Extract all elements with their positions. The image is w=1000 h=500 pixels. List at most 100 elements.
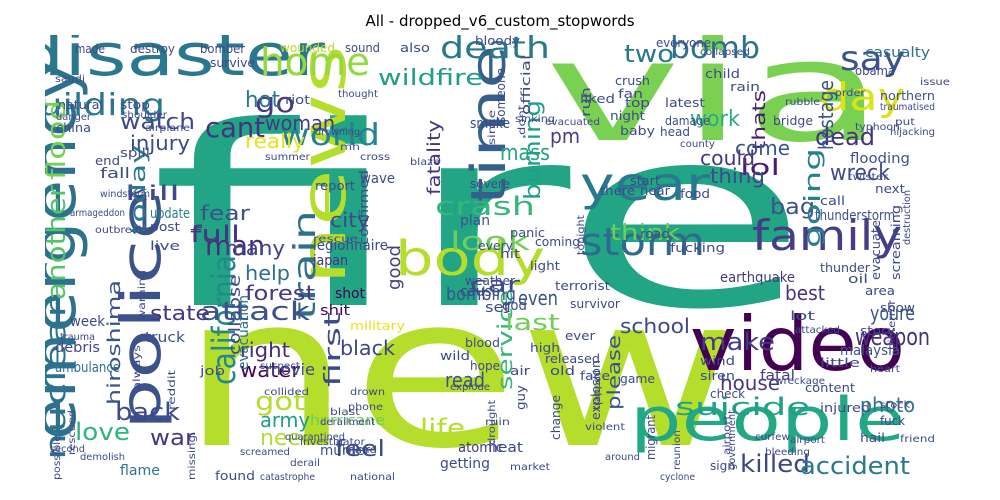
word-fatal: fatal bbox=[760, 368, 795, 384]
word-watch: watch bbox=[120, 110, 195, 135]
word-typhoon: typhoon bbox=[855, 122, 900, 133]
word-order: order bbox=[835, 88, 866, 99]
word-hope: hope bbox=[470, 359, 500, 373]
word-full: full bbox=[190, 223, 240, 247]
word-plan: plan bbox=[460, 213, 490, 229]
word-flame: flame bbox=[120, 463, 160, 479]
word-thunderstorm: thunderstorm bbox=[815, 208, 895, 224]
word-weapon: weapon bbox=[855, 323, 930, 351]
word-bomb: bomb bbox=[670, 35, 760, 66]
word-movie: movie bbox=[265, 360, 315, 379]
word-love: love bbox=[75, 418, 130, 446]
word-service: service bbox=[493, 290, 517, 390]
word-truck: truck bbox=[145, 330, 186, 346]
word-evacuation: evacuation bbox=[236, 295, 252, 370]
word-since: since bbox=[487, 110, 498, 145]
word-collapse: collapse bbox=[225, 275, 244, 355]
word-explosion: explosion bbox=[589, 360, 603, 420]
word-outbreak: outbreak bbox=[95, 225, 145, 236]
word-stock: stock bbox=[880, 400, 910, 411]
word-always: always bbox=[132, 345, 143, 390]
word-light: light bbox=[530, 259, 560, 273]
word-island: island bbox=[342, 445, 377, 456]
word-nuclear: nuclear bbox=[45, 299, 72, 460]
word-world: world bbox=[280, 118, 380, 153]
word-youre: youre bbox=[870, 301, 915, 325]
word-next: next bbox=[875, 182, 905, 196]
word-cross: cross bbox=[360, 152, 390, 163]
word-bombing: bombing bbox=[446, 284, 516, 305]
word-forest: forest bbox=[245, 281, 315, 305]
word-back: back bbox=[115, 398, 180, 426]
word-malaysia: malaysia bbox=[840, 343, 900, 359]
word-hot: hot bbox=[245, 88, 280, 113]
word-last: last bbox=[505, 311, 561, 336]
word-put: put bbox=[895, 117, 915, 128]
word-stop: stop bbox=[120, 98, 150, 112]
word-thought: thought bbox=[338, 89, 378, 100]
word-every: every bbox=[478, 239, 513, 253]
word-fatality: fatality bbox=[424, 120, 445, 195]
word-airport: airport bbox=[790, 435, 825, 446]
word-cause: cause bbox=[460, 284, 500, 300]
word-run: run bbox=[579, 87, 593, 117]
word-wave: wave bbox=[360, 171, 395, 187]
word-armageddon: armageddon bbox=[70, 208, 125, 219]
word-friend: friend bbox=[900, 434, 935, 445]
word-say: say bbox=[840, 39, 905, 79]
word-injured: injured bbox=[820, 401, 870, 415]
word-mass: mass bbox=[500, 141, 550, 166]
word-police: police bbox=[109, 190, 173, 430]
word-legionnaire: legionnaire bbox=[313, 238, 388, 254]
word-latest: latest bbox=[665, 96, 705, 110]
word-bomber: bomber bbox=[200, 42, 245, 56]
word-life: life bbox=[420, 414, 465, 442]
word-sound: sound bbox=[345, 41, 380, 55]
word-dead: dead bbox=[815, 123, 875, 151]
word-summer: summer bbox=[265, 152, 311, 163]
word-wind: wind bbox=[700, 354, 735, 368]
word-area: area bbox=[865, 284, 895, 298]
word-two: two bbox=[624, 40, 674, 68]
word-school: school bbox=[620, 314, 690, 338]
word-home: home bbox=[260, 40, 370, 84]
word-call: call bbox=[820, 194, 845, 208]
word-near: near bbox=[640, 184, 670, 198]
word-read: read bbox=[445, 368, 485, 392]
word-liked: liked bbox=[580, 92, 615, 106]
word-child: child bbox=[705, 67, 740, 81]
word-wreck: wreck bbox=[830, 161, 890, 186]
word-trauma: trauma bbox=[60, 332, 95, 343]
word-warning: warning bbox=[137, 270, 148, 320]
word-natural: natural bbox=[58, 98, 103, 112]
word-coming: coming bbox=[535, 235, 580, 249]
word-second: second bbox=[50, 444, 85, 455]
word-fuck: fuck bbox=[880, 414, 905, 428]
word-another: another bbox=[45, 185, 72, 300]
word-pm: pm bbox=[550, 124, 580, 148]
word-got: got bbox=[255, 387, 305, 417]
word-bleeding: bleeding bbox=[765, 447, 810, 458]
word-old: old bbox=[550, 364, 575, 378]
word-also: also bbox=[400, 41, 430, 55]
word-time: time bbox=[461, 45, 517, 205]
word-week: week bbox=[70, 314, 106, 330]
word-new: new bbox=[180, 250, 740, 490]
word-getting: getting bbox=[440, 456, 490, 472]
word-killed: killed bbox=[740, 450, 810, 478]
word-phone: phone bbox=[348, 402, 383, 413]
word-smoke: smoke bbox=[470, 116, 510, 132]
word-work: work bbox=[690, 107, 740, 132]
word-saudi: saudi bbox=[55, 74, 85, 85]
word-check: check bbox=[710, 387, 745, 401]
word-tonight: tonight bbox=[576, 215, 587, 255]
word-danger: danger bbox=[56, 112, 92, 123]
word-fan: fan bbox=[618, 87, 643, 101]
word-dont: dont bbox=[517, 105, 528, 135]
word-ruin: ruin bbox=[485, 417, 510, 428]
word-derail: derail bbox=[290, 458, 320, 469]
word-storm: storm bbox=[580, 220, 705, 264]
word-make: make bbox=[700, 328, 775, 356]
word-suicide: suicide bbox=[675, 393, 810, 421]
word-evacuated: evacuated bbox=[545, 117, 600, 128]
